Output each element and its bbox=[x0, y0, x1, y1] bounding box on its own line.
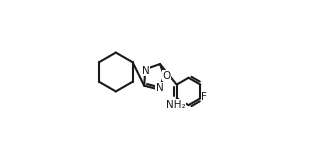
Text: N: N bbox=[142, 66, 150, 76]
Text: O: O bbox=[163, 71, 171, 81]
Text: F: F bbox=[201, 92, 207, 102]
Text: NH₂: NH₂ bbox=[166, 100, 186, 110]
Text: N: N bbox=[156, 83, 164, 93]
